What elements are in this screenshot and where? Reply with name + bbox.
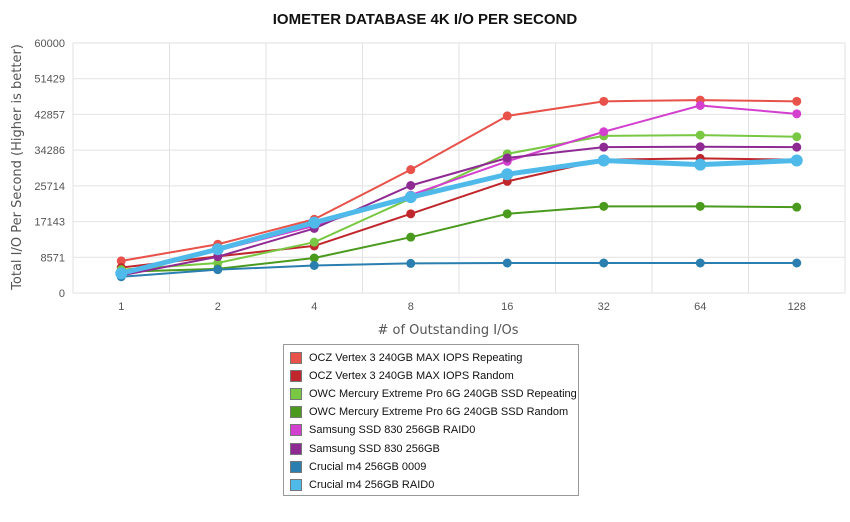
legend-item: OWC Mercury Extreme Pro 6G 240GB SSD Ran… (290, 403, 578, 421)
y-axis-ticks: 0 8571 17143 25714 34286 42857 51429 60000 (34, 38, 65, 300)
data-point (406, 209, 416, 219)
legend-item: Samsung SSD 830 256GB RAID0 (290, 421, 578, 439)
y-tick-label: 34286 (34, 145, 65, 157)
series-line (118, 158, 800, 276)
data-point (406, 181, 416, 190)
legend-swatch (290, 424, 302, 437)
series-line (120, 134, 798, 271)
data-point (309, 237, 319, 247)
x-axis-ticks: 1 2 4 8 16 32 64 128 (118, 301, 806, 313)
legend-label: OCZ Vertex 3 240GB MAX IOPS Repeating (309, 352, 523, 365)
legend-item: Crucial m4 256GB RAID0 (290, 476, 578, 494)
data-point (695, 130, 705, 140)
x-tick-label: 32 (598, 301, 610, 313)
data-point (695, 142, 705, 152)
data-point (599, 142, 609, 152)
x-tick-label: 128 (788, 301, 806, 313)
series-7 (115, 154, 803, 280)
series-lines (115, 95, 803, 282)
data-point (790, 154, 803, 167)
data-point (792, 132, 802, 142)
data-point (694, 158, 707, 171)
data-point (792, 109, 802, 119)
x-tick-label: 4 (311, 301, 317, 313)
legend-item: OWC Mercury Extreme Pro 6G 240GB SSD Rep… (290, 385, 578, 403)
y-tick-label: 60000 (34, 38, 65, 50)
data-point (213, 265, 223, 275)
data-point (502, 111, 512, 121)
y-tick-label: 8571 (41, 252, 65, 264)
series-line (120, 205, 798, 273)
data-point (502, 153, 512, 163)
y-tick-label: 51429 (34, 74, 65, 86)
data-point (406, 165, 416, 175)
y-axis-label: Total I/O Per Second (Higher is better) (10, 44, 25, 291)
data-point (599, 258, 609, 268)
data-point (501, 168, 514, 181)
data-point (502, 258, 512, 268)
x-tick-label: 64 (694, 301, 706, 313)
y-tick-label: 17143 (34, 217, 65, 229)
legend-item: OCZ Vertex 3 240GB MAX IOPS Random (290, 367, 578, 385)
y-tick-label: 42857 (34, 109, 65, 121)
x-tick-label: 16 (501, 301, 513, 313)
legend-label: Samsung SSD 830 256GB RAID0 (309, 424, 476, 437)
legend-swatch (290, 352, 302, 365)
data-point (695, 101, 705, 110)
series-line (120, 157, 798, 269)
series-0 (116, 95, 802, 266)
data-point (406, 258, 416, 268)
legend-swatch (290, 460, 302, 473)
legend-item: Samsung SSD 830 256GB (290, 439, 578, 457)
legend-swatch (290, 388, 302, 401)
data-point (211, 243, 224, 256)
data-point (792, 142, 802, 152)
legend-item: Crucial m4 256GB 0009 (290, 458, 578, 476)
legend-label: Crucial m4 256GB 0009 (309, 460, 427, 473)
data-point (404, 191, 417, 204)
legend-label: Samsung SSD 830 256GB (309, 442, 440, 455)
data-point (502, 209, 512, 219)
data-point (695, 258, 705, 268)
data-point (599, 127, 609, 137)
legend-swatch (290, 442, 302, 455)
series-6 (116, 258, 802, 282)
data-point (599, 96, 609, 106)
data-point (309, 253, 319, 263)
chart-title: IOMETER DATABASE 4K I/O PER SECOND (273, 11, 578, 28)
x-axis-label: # of Outstanding I/Os (377, 323, 518, 338)
legend-label: OWC Mercury Extreme Pro 6G 240GB SSD Ran… (309, 406, 569, 419)
data-point (116, 256, 126, 266)
data-point (695, 201, 705, 211)
data-point (115, 267, 128, 280)
data-point (597, 154, 610, 167)
series-line (120, 145, 798, 277)
data-point (792, 96, 802, 106)
legend-label: OCZ Vertex 3 240GB MAX IOPS Random (309, 370, 514, 383)
data-point (599, 201, 609, 211)
y-tick-label: 25714 (34, 181, 65, 193)
series-line (120, 99, 798, 262)
legend-swatch (290, 478, 302, 491)
x-tick-label: 2 (215, 301, 221, 313)
data-point (792, 258, 802, 268)
legend-item: OCZ Vertex 3 240GB MAX IOPS Repeating (290, 349, 578, 367)
legend-label: Crucial m4 256GB RAID0 (309, 478, 435, 491)
legend-swatch (290, 406, 302, 419)
data-point (309, 261, 319, 270)
x-tick-label: 1 (118, 301, 124, 313)
legend-swatch (290, 370, 302, 383)
data-point (406, 232, 416, 242)
x-tick-label: 8 (408, 301, 414, 313)
series-line (120, 262, 798, 278)
data-point (308, 216, 321, 229)
data-point (792, 202, 802, 212)
legend-label: OWC Mercury Extreme Pro 6G 240GB SSD Rep… (309, 388, 577, 401)
y-tick-label: 0 (59, 288, 65, 300)
legend: OCZ Vertex 3 240GB MAX IOPS Repeating OCZ… (283, 344, 579, 496)
